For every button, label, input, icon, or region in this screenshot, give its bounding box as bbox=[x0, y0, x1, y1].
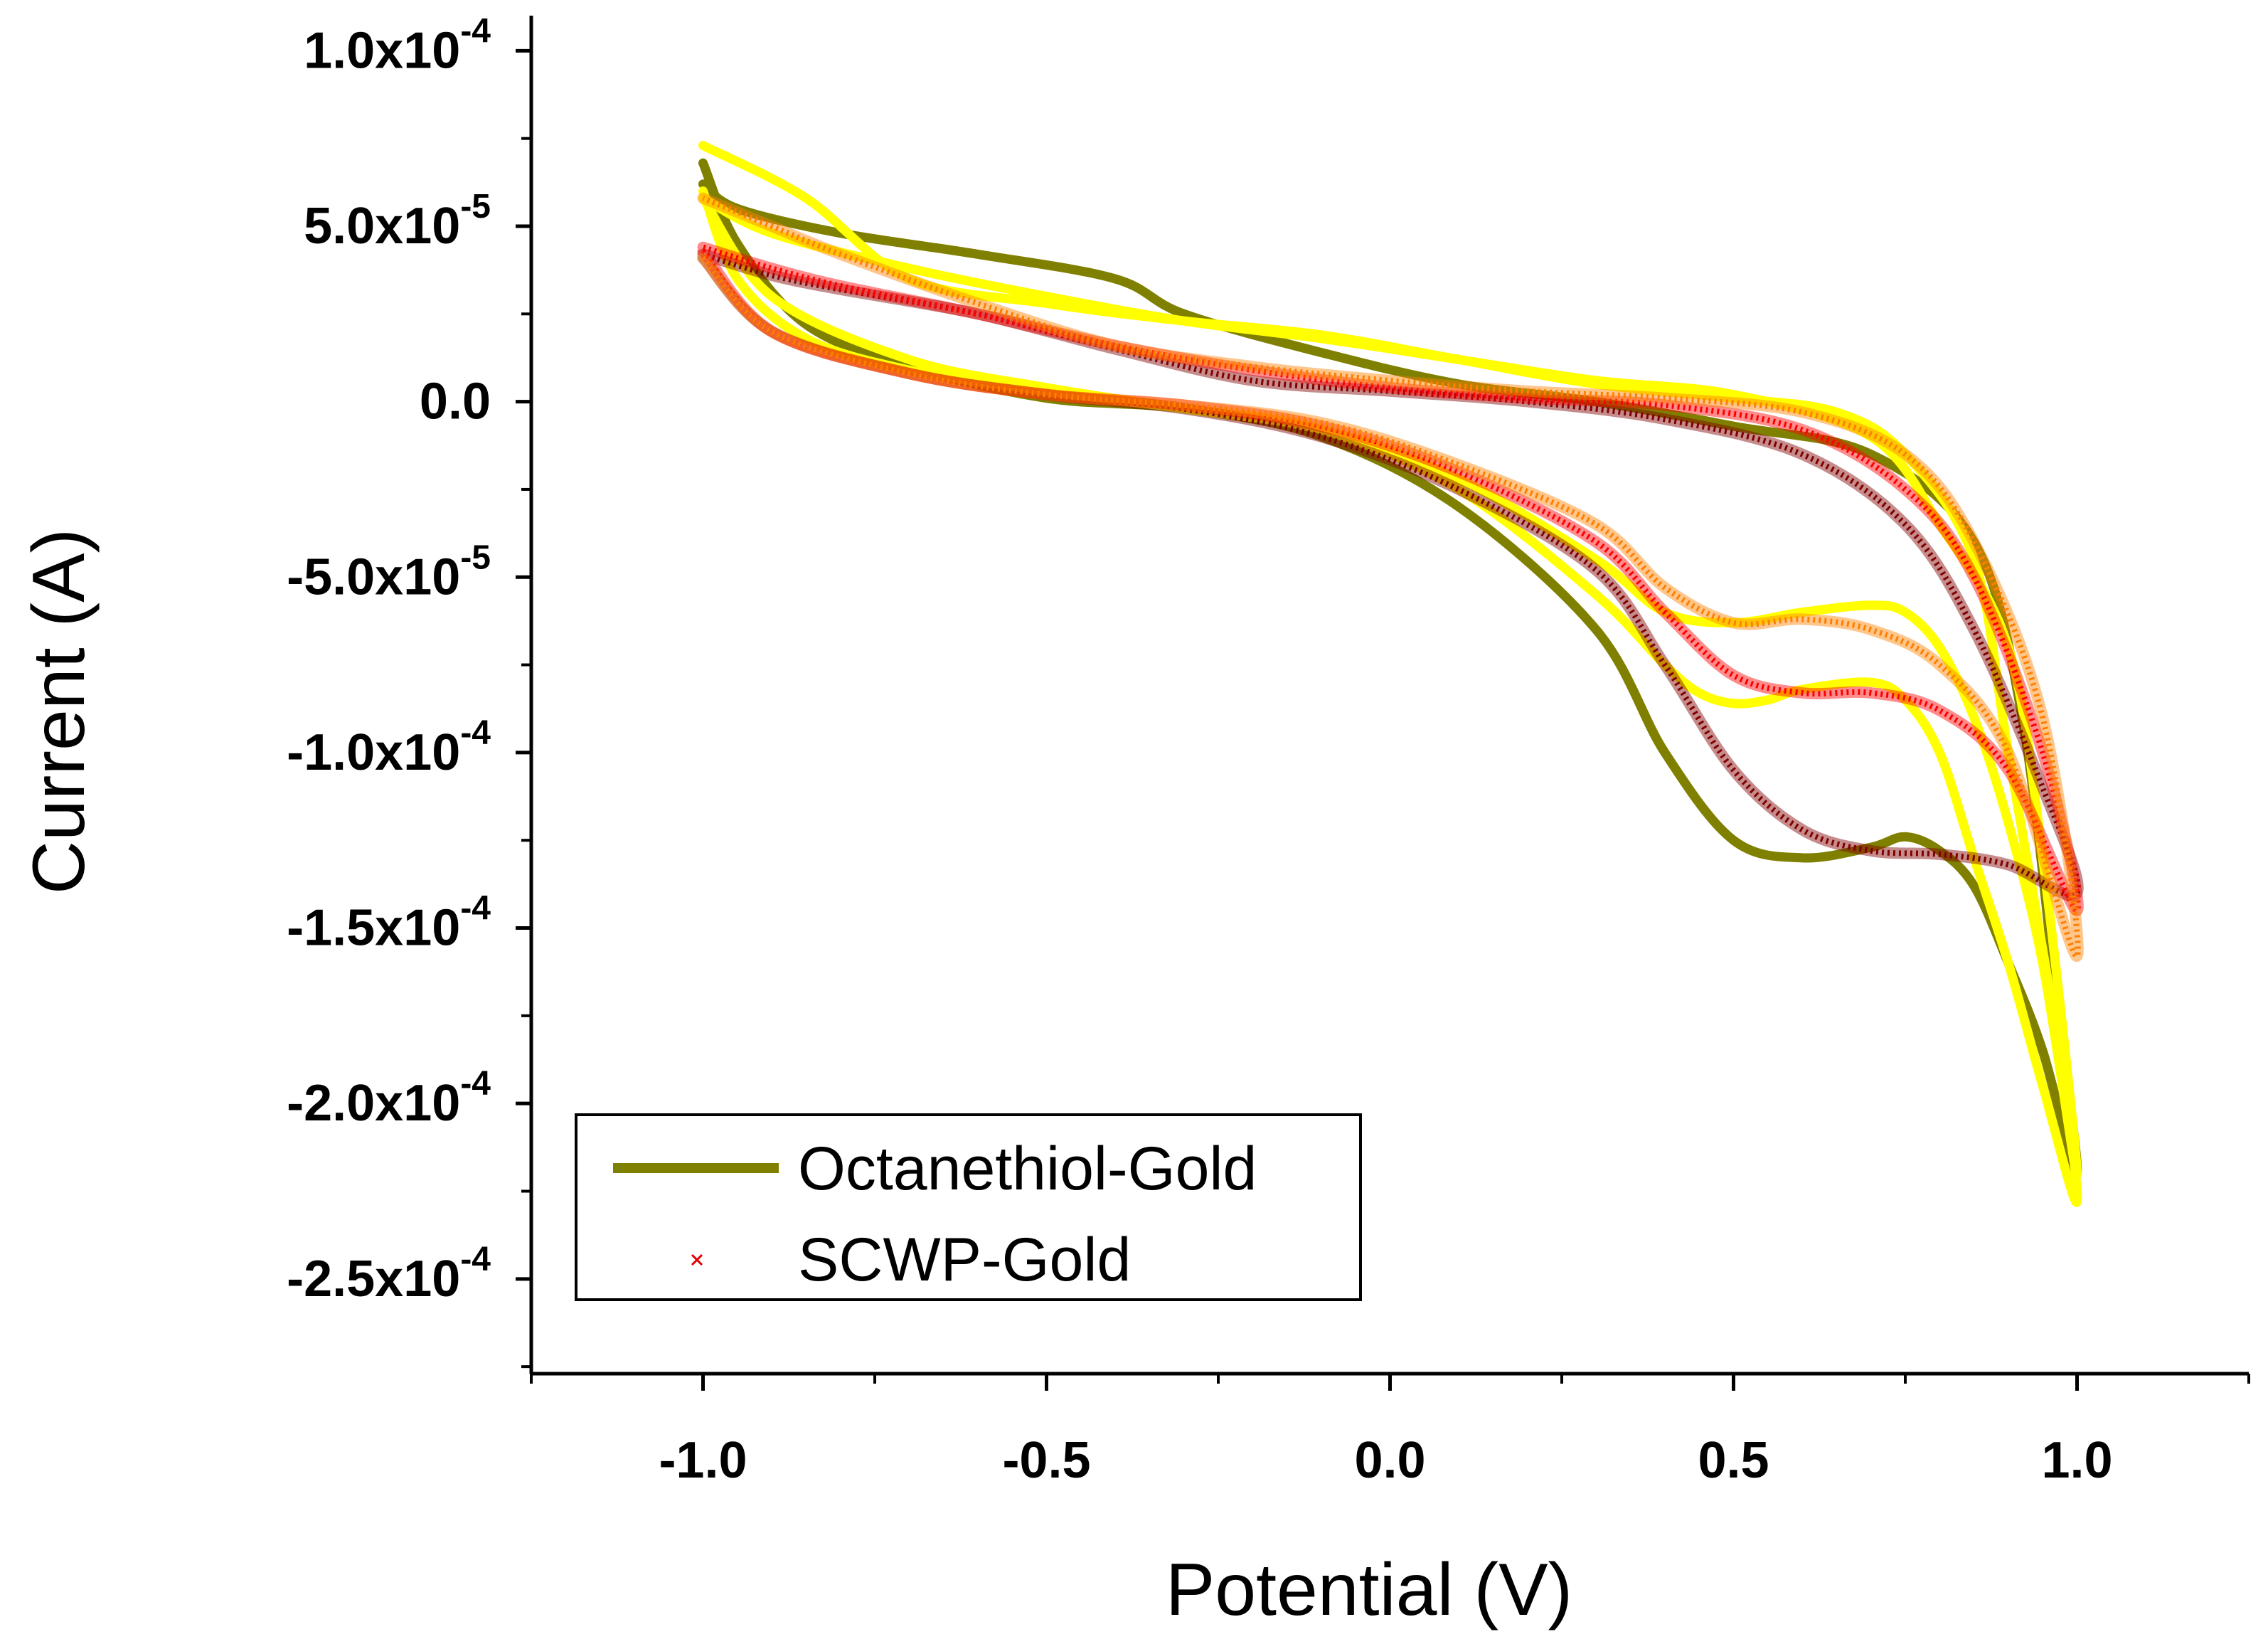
y-tick-label: 5.0x10-5 bbox=[304, 188, 491, 255]
legend-label-octanethiol-gold: Octanethiol-Gold bbox=[798, 1135, 1257, 1203]
series-2 bbox=[698, 193, 2082, 1180]
x-tick-label: 0.0 bbox=[1354, 1432, 1425, 1489]
x-axis-title: Potential (V) bbox=[1166, 1549, 1572, 1631]
legend: Octanethiol-Gold SCWP-Gold bbox=[575, 1113, 1362, 1301]
legend-box bbox=[575, 1113, 1362, 1301]
series-marker-core bbox=[701, 195, 2081, 960]
legend-swatch-cross bbox=[691, 1253, 703, 1266]
x-tick-label: 1.0 bbox=[2041, 1432, 2112, 1489]
plot-area bbox=[697, 141, 2084, 1207]
series-marker-core bbox=[701, 244, 2081, 913]
series-4 bbox=[697, 241, 2084, 916]
series-5 bbox=[697, 192, 2084, 962]
y-axis-title: Current (A) bbox=[18, 529, 100, 894]
x-tick-label: -0.5 bbox=[1002, 1432, 1090, 1489]
x-tick-label: -1.0 bbox=[659, 1432, 747, 1489]
y-tick-label: 1.0x10-4 bbox=[304, 12, 491, 79]
legend-label-scwp-gold: SCWP-Gold bbox=[798, 1226, 1131, 1294]
y-tick-label: -1.0x10-4 bbox=[287, 714, 491, 781]
y-tick-label: -1.5x10-4 bbox=[287, 890, 491, 957]
series-line bbox=[698, 193, 2082, 1180]
y-tick-label: -5.0x10-5 bbox=[287, 539, 491, 605]
y-tick-label: 0.0 bbox=[420, 373, 491, 430]
series-layer bbox=[697, 141, 2084, 1207]
y-tick-label: -2.5x10-4 bbox=[287, 1241, 491, 1308]
x-axis-ticks: -1.0 -0.5 0.0 0.5 1.0 bbox=[530, 1374, 2250, 1489]
x-tick-label: 0.5 bbox=[1698, 1432, 1769, 1489]
y-axis-ticks: 1.0x10-4 5.0x10-5 0.0 -5.0x10-5 -1.0x10-4 -1.… bbox=[287, 12, 531, 1369]
y-tick-label: -2.0x10-4 bbox=[287, 1065, 491, 1132]
